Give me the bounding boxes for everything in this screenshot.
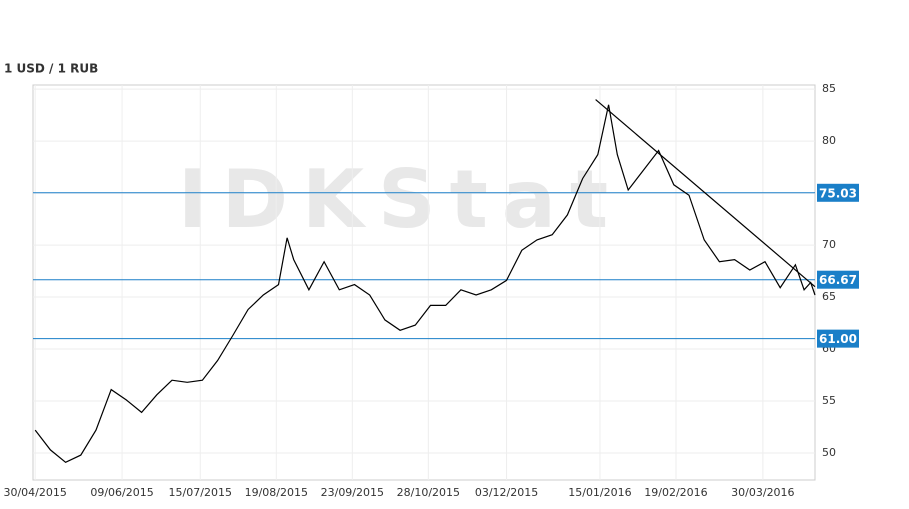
y-tick-label: 80 bbox=[822, 134, 836, 147]
x-tick-label: 09/06/2015 bbox=[90, 486, 153, 499]
x-tick-label: 15/01/2016 bbox=[568, 486, 631, 499]
y-tick-label: 55 bbox=[822, 394, 836, 407]
x-tick-label: 19/02/2016 bbox=[644, 486, 707, 499]
x-tick-label: 03/12/2015 bbox=[475, 486, 538, 499]
x-tick-label: 30/04/2015 bbox=[3, 486, 66, 499]
y-tick-label: 70 bbox=[822, 238, 836, 251]
y-tick-label: 65 bbox=[822, 290, 836, 303]
x-tick-label: 15/07/2015 bbox=[169, 486, 232, 499]
level-label-box bbox=[817, 270, 859, 289]
x-tick-label: 30/03/2016 bbox=[731, 486, 794, 499]
chart-title: 1 USD / 1 RUB bbox=[4, 62, 98, 76]
trend-line bbox=[595, 99, 816, 288]
x-tick-label: 19/08/2015 bbox=[245, 486, 308, 499]
level-label-box bbox=[817, 183, 859, 202]
level-label: 75.03 bbox=[819, 186, 857, 200]
level-label: 66.67 bbox=[819, 273, 857, 287]
price-line bbox=[34, 104, 816, 464]
x-tick-label: 28/10/2015 bbox=[397, 486, 460, 499]
y-tick-label: 85 bbox=[822, 82, 836, 95]
level-label-box bbox=[817, 329, 859, 348]
plot-border bbox=[32, 84, 816, 481]
watermark: IDKStat bbox=[178, 153, 622, 246]
y-tick-label: 50 bbox=[822, 446, 836, 459]
level-label: 61.00 bbox=[819, 332, 857, 346]
x-tick-label: 23/09/2015 bbox=[321, 486, 384, 499]
